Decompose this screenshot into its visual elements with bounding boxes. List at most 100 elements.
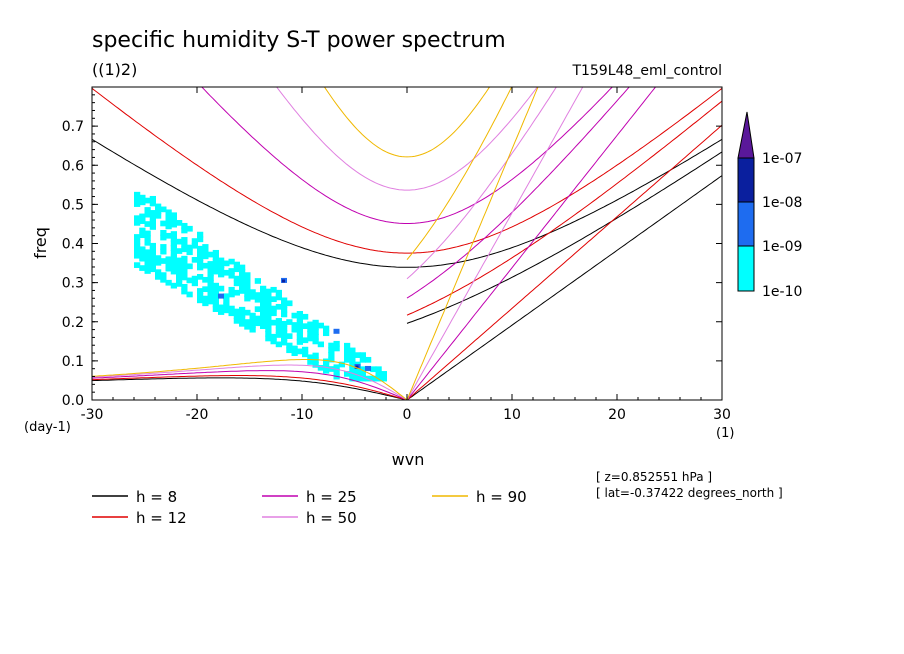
power-cell xyxy=(239,311,246,318)
power-cell xyxy=(365,365,371,371)
power-cell xyxy=(296,329,303,336)
power-cell xyxy=(212,306,219,312)
power-cell xyxy=(165,218,172,225)
power-cell xyxy=(349,375,356,382)
power-cell xyxy=(344,371,351,377)
power-cell xyxy=(165,223,172,230)
power-cell xyxy=(380,375,387,382)
power-cell xyxy=(207,293,214,300)
power-cell xyxy=(365,356,372,363)
power-cell xyxy=(233,280,240,287)
power-cell xyxy=(244,272,251,278)
info-lat: [ lat=-0.37422 degrees_north ] xyxy=(596,486,783,500)
power-cell xyxy=(212,254,219,261)
power-cell xyxy=(181,269,188,276)
power-cell xyxy=(275,289,282,296)
power-cell xyxy=(349,371,356,377)
power-cell xyxy=(312,319,319,326)
power-cell xyxy=(291,345,298,352)
power-cell xyxy=(170,221,177,228)
power-cell xyxy=(149,242,156,249)
power-cell xyxy=(197,245,204,252)
curve-h8-kelvin xyxy=(406,175,722,400)
power-cell xyxy=(207,275,214,281)
power-cell xyxy=(176,220,183,226)
power-cell xyxy=(239,316,246,322)
power-cell xyxy=(265,298,272,304)
power-cell xyxy=(144,268,151,274)
power-cell xyxy=(286,333,293,339)
power-cell xyxy=(359,356,366,363)
power-cell xyxy=(370,366,377,373)
power-cell xyxy=(144,207,151,213)
y-tick-label: 0.1 xyxy=(62,354,84,370)
power-cell xyxy=(155,269,162,276)
power-cell xyxy=(191,280,198,287)
power-cell xyxy=(170,217,177,223)
power-cell xyxy=(265,302,272,309)
legend-label: h = 8 xyxy=(136,488,177,506)
power-cell xyxy=(160,248,167,255)
power-cell xyxy=(202,262,209,269)
power-cell xyxy=(296,334,303,341)
power-cell xyxy=(260,295,267,301)
power-cell xyxy=(139,232,146,239)
power-cell xyxy=(223,307,230,314)
power-cell xyxy=(181,288,188,295)
power-cell xyxy=(218,309,225,315)
power-cell xyxy=(254,292,261,298)
power-cell xyxy=(228,286,235,293)
power-cell xyxy=(212,268,219,275)
power-cell xyxy=(254,296,261,303)
power-cell xyxy=(149,214,156,221)
y-tick-label: 0.6 xyxy=(62,158,84,174)
power-cell xyxy=(202,300,209,307)
power-cell xyxy=(333,328,340,334)
power-cell xyxy=(207,265,214,272)
power-cell xyxy=(244,276,251,283)
power-cell xyxy=(144,254,151,260)
power-cell xyxy=(296,348,303,355)
power-cell xyxy=(233,266,240,273)
power-cell xyxy=(218,304,225,311)
x-tick-label: 30 xyxy=(713,407,731,423)
y-tick-label: 0.4 xyxy=(62,237,84,253)
power-cell xyxy=(202,286,209,293)
power-cell xyxy=(218,293,224,299)
power-cell xyxy=(165,279,172,286)
y-axis-label: freq xyxy=(31,227,50,259)
power-cell xyxy=(344,342,351,349)
power-cell xyxy=(281,339,288,346)
power-cell xyxy=(344,356,351,363)
power-cell xyxy=(197,255,204,261)
power-cell xyxy=(212,249,219,256)
colorbar-label: 1e-10 xyxy=(762,284,802,300)
power-cell xyxy=(223,302,230,309)
power-cell xyxy=(165,261,172,267)
power-cell xyxy=(302,337,309,344)
power-cell xyxy=(160,206,167,213)
power-cell xyxy=(134,252,141,259)
power-cell xyxy=(281,335,288,341)
power-cell xyxy=(191,242,198,249)
power-cell xyxy=(349,366,356,373)
curve-h12-rossby xyxy=(92,375,408,400)
power-cell xyxy=(139,265,146,271)
legend-label: h = 50 xyxy=(306,509,357,527)
power-cell xyxy=(228,258,235,265)
power-cell xyxy=(181,222,188,229)
power-cell xyxy=(260,309,267,315)
power-cell xyxy=(254,306,261,312)
power-cell xyxy=(359,366,366,373)
chart-subtitle: ((1)2) xyxy=(92,60,137,79)
power-cell xyxy=(344,347,351,354)
power-cell xyxy=(260,313,267,320)
y-tick-label: 0.0 xyxy=(62,393,84,409)
x-axis-label: wvn xyxy=(392,450,425,469)
power-cell xyxy=(323,367,330,374)
power-cell xyxy=(249,293,256,300)
power-cell xyxy=(260,299,267,306)
power-cell xyxy=(233,289,240,296)
power-cell xyxy=(176,257,183,264)
power-cell xyxy=(233,308,240,315)
